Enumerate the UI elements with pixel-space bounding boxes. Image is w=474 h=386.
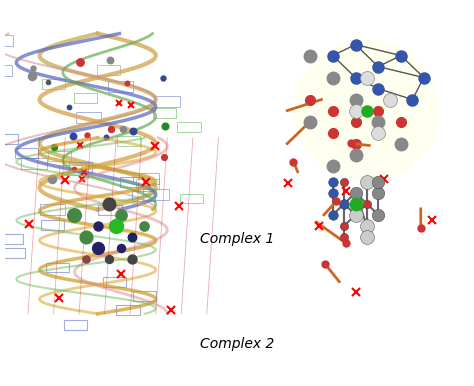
Bar: [132, 191, 155, 201]
Bar: [21, 158, 47, 169]
Bar: [76, 112, 101, 123]
Bar: [74, 93, 98, 103]
Bar: [0, 66, 12, 76]
Bar: [64, 320, 87, 330]
Bar: [153, 108, 176, 118]
Bar: [117, 136, 140, 146]
Text: Complex 2: Complex 2: [200, 337, 274, 350]
Bar: [133, 291, 156, 301]
Bar: [69, 163, 92, 172]
Bar: [136, 179, 159, 189]
Bar: [97, 65, 120, 75]
Bar: [180, 193, 203, 203]
Bar: [0, 134, 18, 144]
Bar: [103, 277, 126, 287]
Bar: [108, 81, 133, 92]
Bar: [46, 262, 69, 273]
Circle shape: [294, 40, 440, 181]
Bar: [41, 220, 64, 230]
Bar: [1, 248, 25, 258]
Text: Complex 1: Complex 1: [200, 232, 274, 246]
Bar: [0, 35, 13, 46]
Bar: [99, 205, 122, 215]
Bar: [42, 79, 65, 89]
Bar: [119, 177, 143, 187]
Bar: [0, 234, 23, 244]
Bar: [39, 204, 65, 215]
Bar: [155, 96, 180, 107]
Bar: [116, 305, 139, 315]
Bar: [59, 165, 82, 175]
Bar: [177, 122, 201, 132]
Bar: [15, 148, 38, 158]
Bar: [134, 173, 159, 184]
Bar: [143, 189, 169, 200]
Bar: [48, 151, 71, 161]
